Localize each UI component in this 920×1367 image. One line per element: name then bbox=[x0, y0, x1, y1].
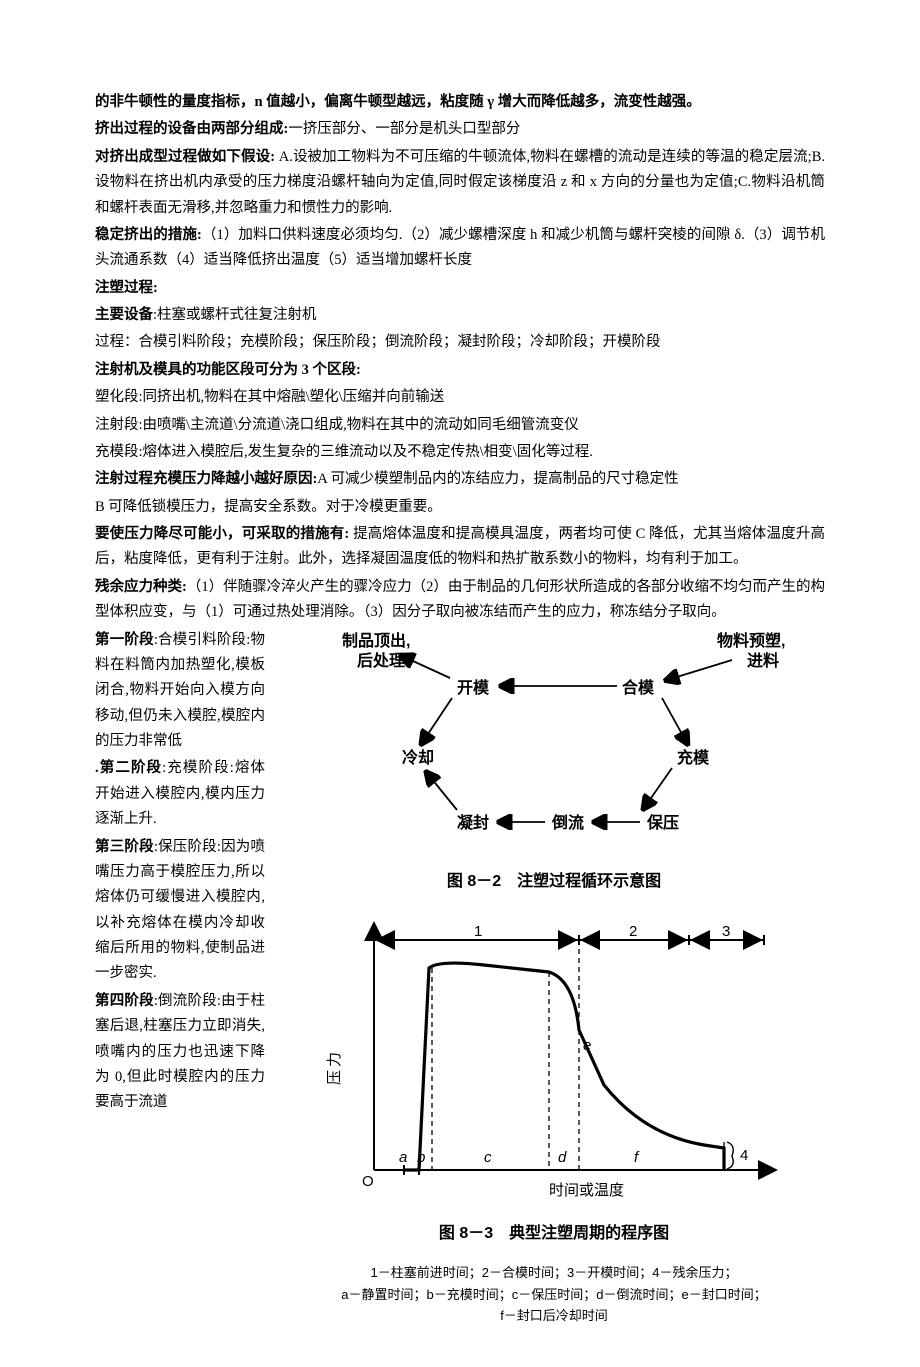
origin-label: O bbox=[362, 1173, 374, 1190]
figure-8-3-legend1: 1－柱塞前进时间；2－合模时间；3－开模时间；4－残余压力； bbox=[283, 1262, 825, 1283]
arrow-open-out bbox=[402, 656, 450, 678]
label: 挤出过程的设备由两部分组成: bbox=[95, 121, 288, 137]
mark-c: c bbox=[484, 1149, 492, 1166]
label: 注射机及模具的功能区段可分为 3 个区段: bbox=[95, 362, 361, 378]
para-zone-fill: 充模段:熔体进入模腔后,发生复杂的三维流动以及不稳定传热\相变\固化等过程. bbox=[95, 440, 825, 465]
text: B 可降低锁模压力，提高安全系数。对于冷模更重要。 bbox=[95, 499, 442, 515]
label: 对挤出成型过程做如下假设: bbox=[95, 149, 275, 165]
pressure-curve-svg: 1 2 3 4 O 时间或温度 压力 a b c d e f bbox=[304, 910, 804, 1205]
label: 第四阶段 bbox=[95, 993, 154, 1009]
text: （1）加料口供料速度必须均匀.（2）减少螺槽深度 h 和减少机筒与螺杆突棱的间隙… bbox=[95, 227, 825, 268]
label: 注塑过程: bbox=[95, 280, 158, 296]
label: 第三阶段 bbox=[95, 839, 154, 855]
stage-3: 第三阶段:保压阶段:因为喷嘴压力高于模腔压力,所以熔体仍可缓慢进入模腔内,以补充… bbox=[95, 835, 265, 987]
ylabel: 压力 bbox=[326, 1049, 343, 1085]
cycle-diagram-svg: 制品顶出, 后处理 物料预塑, 进料 开模 合模 冷却 充模 凝封 倒流 保压 bbox=[302, 628, 807, 853]
node-tl-2: 后处理 bbox=[357, 651, 405, 670]
text: 的非牛顿性的量度指标，n 值越小，偏离牛顿型越远，粘度随 γ 增大而降低越多，流… bbox=[95, 94, 701, 110]
text: 一挤压部分、一部分是机头口型部分 bbox=[288, 121, 520, 137]
mark-e: e bbox=[583, 1037, 591, 1054]
stage-2: .第二阶段:充模阶段:熔体开始进入模腔内,模内压力逐渐上升. bbox=[95, 756, 265, 832]
mark-b: b bbox=[417, 1149, 425, 1166]
arrow-seal-cool bbox=[427, 773, 457, 810]
label: 要使压力降尽可能小，可采取的措施有: bbox=[95, 526, 349, 542]
text: :合模引料阶段:物料在料筒内加热塑化,模板闭合,物料开始向入模方向移动,但仍未入… bbox=[95, 632, 265, 750]
region1-label: 1 bbox=[474, 923, 482, 940]
stage-4: 第四阶段:倒流阶段:由于柱塞后退,柱塞压力立即消失,喷嘴内的压力也迅速下降为 0… bbox=[95, 989, 265, 1116]
xlabel: 时间或温度 bbox=[549, 1182, 624, 1199]
text: 过程：合模引料阶段；充模阶段；保压阶段；倒流阶段；凝封阶段；冷却阶段；开模阶段 bbox=[95, 334, 661, 350]
mark-f: f bbox=[634, 1149, 640, 1166]
para-nonnewton: 的非牛顿性的量度指标，n 值越小，偏离牛顿型越远，粘度随 γ 增大而降低越多，流… bbox=[95, 90, 825, 115]
para-residual-stress: 残余应力种类:（1）伴随骤冷淬火产生的骤冷应力（2）由于制品的几何形状所造成的各… bbox=[95, 575, 825, 626]
text: 塑化段:同挤出机,物料在其中熔融\塑化\压缩并向前输送 bbox=[95, 389, 444, 405]
mark-a: a bbox=[399, 1149, 407, 1166]
figure-8-2: 制品顶出, 后处理 物料预塑, 进料 开模 合模 冷却 充模 凝封 倒流 保压 bbox=[283, 628, 825, 896]
arrow-in-close bbox=[667, 660, 732, 680]
figure-8-3-caption: 图 8－3 典型注塑周期的程序图 bbox=[283, 1220, 825, 1248]
para-zone-plasticize: 塑化段:同挤出机,物料在其中熔融\塑化\压缩并向前输送 bbox=[95, 385, 825, 410]
text: （1）伴随骤冷淬火产生的骤冷应力（2）由于制品的几何形状所造成的各部分收缩不均匀… bbox=[95, 579, 825, 620]
stage-1: 第一阶段:合模引料阶段:物料在料筒内加热塑化,模板闭合,物料开始向入模方向移动,… bbox=[95, 628, 265, 755]
label: 第一阶段 bbox=[95, 632, 154, 648]
arrow-close-fill bbox=[662, 698, 687, 743]
region4-label: 4 bbox=[740, 1147, 748, 1164]
node-open: 开模 bbox=[457, 678, 490, 697]
para-pressure-drop-reason: 注射过程充模压力降越小越好原因:A 可减少模塑制品内的冻结应力，提高制品的尺寸稳… bbox=[95, 467, 825, 492]
para-stable-extrude: 稳定挤出的措施:（1）加料口供料速度必须均匀.（2）减少螺槽深度 h 和减少机筒… bbox=[95, 223, 825, 274]
figure-8-3: 1 2 3 4 O 时间或温度 压力 a b c d e f 图 8－3 典型注… bbox=[283, 910, 825, 1327]
figures-column: 制品顶出, 后处理 物料预塑, 进料 开模 合模 冷却 充模 凝封 倒流 保压 bbox=[283, 628, 825, 1327]
para-main-equip: 主要设备:柱塞或螺杆式往复注射机 bbox=[95, 303, 825, 328]
stages-column: 第一阶段:合模引料阶段:物料在料筒内加热塑化,模板闭合,物料开始向入模方向移动,… bbox=[95, 628, 265, 1118]
para-pressure-drop-b: B 可降低锁模压力，提高安全系数。对于冷模更重要。 bbox=[95, 495, 825, 520]
para-3-zones: 注射机及模具的功能区段可分为 3 个区段: bbox=[95, 358, 825, 383]
figure-8-3-legend3: f－封口后冷却时间 bbox=[283, 1305, 825, 1326]
arrow-open-cool bbox=[422, 698, 452, 743]
node-cool: 冷却 bbox=[402, 748, 434, 767]
figure-8-2-caption: 图 8－2 注塑过程循环示意图 bbox=[283, 868, 825, 896]
label: 注射过程充模压力降越小越好原因: bbox=[95, 471, 317, 487]
node-tr-1: 物料预塑, bbox=[717, 631, 785, 650]
two-column-region: 第一阶段:合模引料阶段:物料在料筒内加热塑化,模板闭合,物料开始向入模方向移动,… bbox=[95, 628, 825, 1327]
text: :柱塞或螺杆式往复注射机 bbox=[153, 307, 317, 323]
para-process-steps: 过程：合模引料阶段；充模阶段；保压阶段；倒流阶段；凝封阶段；冷却阶段；开模阶段 bbox=[95, 330, 825, 355]
para-zone-inject: 注射段:由喷嘴\主流道\分流道\浇口组成,物料在其中的流动如同毛细管流变仪 bbox=[95, 413, 825, 438]
para-extrude-equip: 挤出过程的设备由两部分组成:一挤压部分、一部分是机头口型部分 bbox=[95, 117, 825, 142]
node-fill: 充模 bbox=[677, 748, 710, 767]
text: A 可减少模塑制品内的冻结应力，提高制品的尺寸稳定性 bbox=[317, 471, 678, 487]
para-injection-process: 注塑过程: bbox=[95, 276, 825, 301]
region2-label: 2 bbox=[629, 923, 637, 940]
node-close: 合模 bbox=[622, 678, 655, 697]
text: :保压阶段:因为喷嘴压力高于模腔压力,所以熔体仍可缓慢进入模腔内,以补充熔体在模… bbox=[95, 839, 265, 982]
node-tr-2: 进料 bbox=[747, 651, 779, 670]
node-seal: 凝封 bbox=[457, 813, 489, 832]
text: 注射段:由喷嘴\主流道\分流道\浇口组成,物料在其中的流动如同毛细管流变仪 bbox=[95, 417, 579, 433]
label: 残余应力种类: bbox=[95, 579, 187, 595]
node-back: 倒流 bbox=[551, 813, 584, 832]
brace-4 bbox=[727, 1142, 733, 1169]
label: .第二阶段 bbox=[95, 760, 162, 776]
label: 主要设备 bbox=[95, 307, 153, 323]
region3-label: 3 bbox=[722, 923, 730, 940]
text: 充模段:熔体进入模腔后,发生复杂的三维流动以及不稳定传热\相变\固化等过程. bbox=[95, 444, 593, 460]
para-reduce-pressure: 要使压力降尽可能小，可采取的措施有: 提高熔体温度和提高模具温度，两者均可使 C… bbox=[95, 522, 825, 573]
text: :倒流阶段:由于柱塞后退,柱塞压力立即消失,喷嘴内的压力也迅速下降为 0,但此时… bbox=[95, 993, 265, 1111]
para-extrude-assume: 对挤出成型过程做如下假设: A.设被加工物料为不可压缩的牛顿流体,物料在螺槽的流… bbox=[95, 145, 825, 221]
arrow-fill-hold bbox=[644, 768, 672, 808]
mark-d: d bbox=[558, 1149, 567, 1166]
node-tl-1: 制品顶出, bbox=[342, 631, 410, 650]
label: 稳定挤出的措施: bbox=[95, 227, 202, 243]
pressure-curve bbox=[404, 963, 724, 1170]
node-hold: 保压 bbox=[646, 813, 679, 832]
